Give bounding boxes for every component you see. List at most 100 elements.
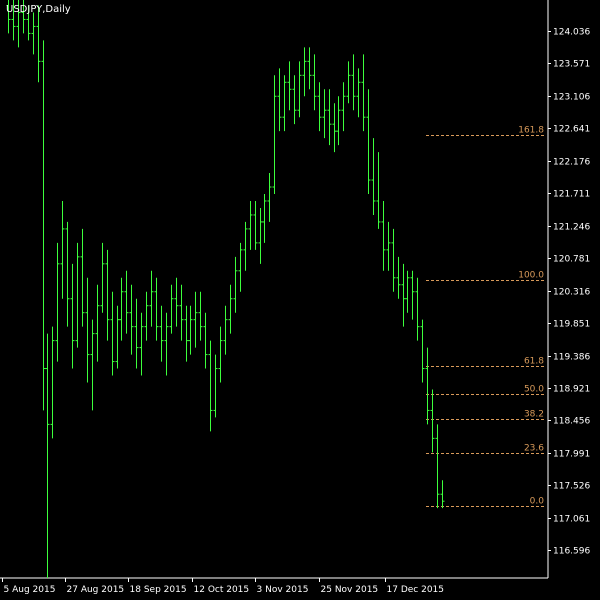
fib-level-label: 50.0: [524, 385, 544, 395]
price-tick: 118.921: [548, 385, 590, 395]
price-bar: [346, 61, 351, 104]
price-tick: 117.991: [548, 450, 590, 460]
price-bar: [356, 68, 361, 118]
price-bar: [70, 263, 75, 369]
price-tick-label: 120.316: [553, 288, 590, 298]
price-bar: [228, 284, 233, 334]
price-bar: [188, 305, 193, 355]
price-bar: [95, 284, 100, 362]
fib-level-label: 61.8: [524, 357, 544, 367]
price-bar: [164, 312, 169, 376]
price-bar: [302, 47, 307, 97]
price-tick-label: 119.851: [553, 320, 590, 330]
price-bar: [223, 305, 228, 355]
fib-level: 0.0: [426, 497, 546, 507]
price-tick: 118.456: [548, 417, 590, 427]
price-bar: [430, 389, 435, 453]
price-bar: [129, 284, 134, 355]
price-bar: [105, 249, 110, 341]
price-tick-label: 117.526: [553, 482, 590, 492]
price-bar: [415, 277, 420, 341]
price-bar: [213, 354, 218, 418]
price-bar: [21, 0, 26, 34]
price-bar: [193, 291, 198, 348]
price-bar: [85, 277, 90, 383]
price-bar: [253, 200, 258, 250]
price-tick: 120.316: [548, 288, 590, 298]
price-bar: [45, 333, 50, 578]
price-bar: [110, 291, 115, 376]
fib-level-label: 100.0: [518, 271, 544, 281]
price-bar: [336, 96, 341, 146]
price-bar: [218, 326, 223, 383]
price-bar: [272, 75, 277, 194]
price-bar: [50, 326, 55, 439]
price-tick: 117.526: [548, 482, 590, 492]
price-bar: [332, 103, 337, 153]
chart-title: USDJPY,Daily: [6, 4, 71, 15]
price-bar: [31, 12, 36, 55]
price-bar: [277, 68, 282, 132]
price-bar: [386, 221, 391, 271]
price-tick-label: 122.641: [553, 125, 590, 135]
price-bar: [425, 347, 430, 425]
price-bar: [420, 319, 425, 383]
date-tick: 25 Nov 2015: [319, 578, 378, 595]
price-bar: [341, 82, 346, 132]
price-bar: [287, 61, 292, 111]
price-tick: 123.571: [548, 60, 590, 70]
price-bar: [134, 298, 139, 369]
date-tick: 12 Oct 2015: [192, 578, 250, 595]
date-tick-label: 17 Dec 2015: [387, 585, 445, 595]
price-bar: [80, 228, 85, 327]
price-tick: 121.711: [548, 190, 590, 200]
price-bar: [233, 256, 238, 313]
price-bar: [322, 89, 327, 139]
price-bar: [258, 207, 263, 264]
fib-level-label: 0.0: [530, 497, 545, 507]
price-tick-label: 123.106: [553, 93, 590, 103]
price-bar: [440, 480, 445, 509]
price-tick-label: 118.921: [553, 385, 590, 395]
date-tick: 17 Dec 2015: [385, 578, 445, 595]
price-bar: [144, 291, 149, 341]
price-bar: [26, 5, 31, 41]
date-tick: 5 Aug 2015: [2, 578, 56, 595]
price-tick-label: 122.176: [553, 158, 590, 168]
fib-level-label: 38.2: [524, 410, 544, 420]
price-tick-label: 116.596: [553, 547, 590, 557]
price-bar: [75, 242, 80, 348]
price-bar: [65, 221, 70, 327]
price-tick: 123.106: [548, 93, 590, 103]
price-bar: [139, 312, 144, 376]
price-bar: [41, 40, 46, 411]
price-bar: [174, 277, 179, 327]
price-tick-label: 124.036: [553, 28, 590, 38]
price-bar: [401, 263, 406, 327]
price-bar: [262, 194, 267, 243]
price-bar: [6, 0, 11, 34]
price-bar: [16, 0, 21, 48]
price-tick: 119.851: [548, 320, 590, 330]
fib-level: 100.0: [426, 271, 546, 281]
price-bar: [307, 47, 312, 90]
price-bar: [317, 82, 322, 132]
price-tick-label: 117.991: [553, 450, 590, 460]
price-bar: [124, 270, 129, 334]
price-bar: [149, 270, 154, 327]
price-bar: [36, 5, 41, 83]
date-tick-label: 3 Nov 2015: [257, 585, 309, 595]
price-bar: [292, 75, 297, 125]
fib-level: 161.8: [426, 126, 546, 136]
fib-level: 23.6: [426, 444, 546, 454]
price-bar: [327, 89, 332, 146]
date-tick-label: 12 Oct 2015: [194, 585, 250, 595]
price-bar: [60, 200, 65, 299]
price-bar: [248, 200, 253, 250]
date-tick-label: 5 Aug 2015: [4, 585, 56, 595]
price-tick: 122.176: [548, 158, 590, 168]
price-bar: [297, 61, 302, 118]
price-bar: [243, 221, 248, 271]
price-tick-label: 121.246: [553, 223, 590, 233]
